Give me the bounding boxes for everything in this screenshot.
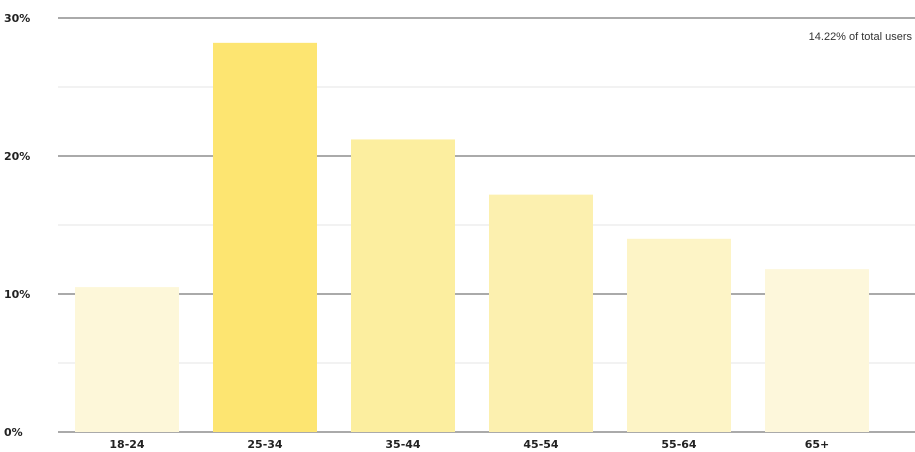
bar-45-54 [489, 194, 593, 432]
gridlines [58, 17, 915, 433]
bar-35-44 [351, 139, 455, 432]
y-axis-ticks: 0% 10% 20% 30% [4, 12, 30, 439]
bar-65+ [765, 269, 869, 432]
x-tick-label: 18-24 [109, 438, 145, 451]
x-axis-labels: 18-24 25-34 35-44 45-54 55-64 65+ [109, 438, 829, 451]
bar-55-64 [627, 238, 731, 432]
bars [75, 42, 869, 433]
bar-25-34 [213, 42, 317, 433]
total-users-annotation: 14.22% of total users [809, 31, 913, 43]
x-tick-label: 65+ [805, 438, 830, 451]
y-tick-label: 0% [4, 426, 23, 439]
y-tick-label: 20% [4, 150, 30, 163]
y-tick-label: 30% [4, 12, 30, 25]
x-tick-label: 45-54 [523, 438, 559, 451]
x-tick-label: 35-44 [385, 438, 421, 451]
y-tick-label: 10% [4, 288, 30, 301]
x-tick-label: 25-34 [247, 438, 283, 451]
x-tick-label: 55-64 [661, 438, 697, 451]
bar-18-24 [75, 287, 179, 432]
